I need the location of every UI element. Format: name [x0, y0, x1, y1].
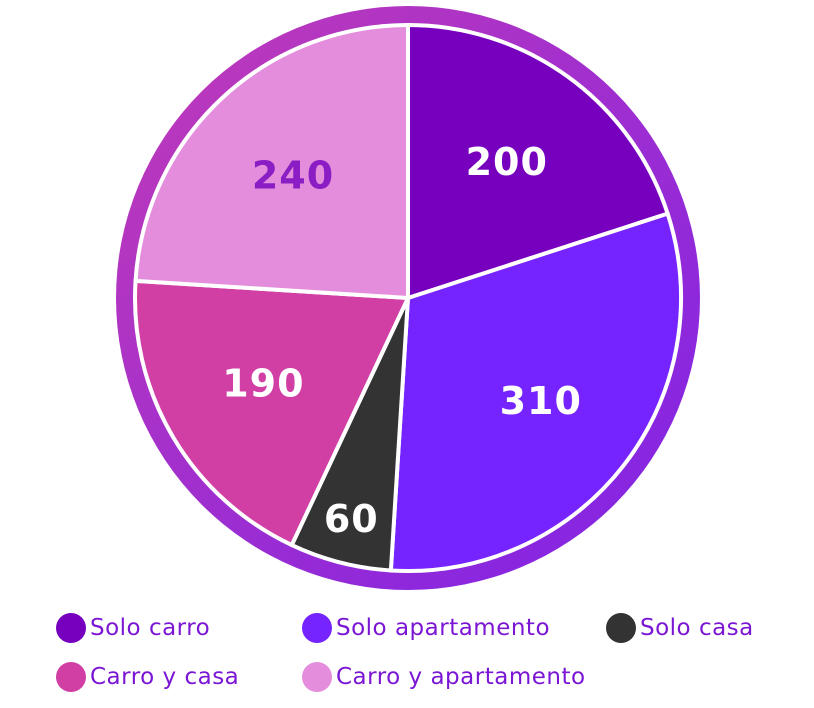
pie-slice-solo-carro [406, 23, 670, 300]
slice-label-carro-y-apartamento: 240 [252, 154, 334, 198]
slice-label-solo-carro: 200 [466, 140, 548, 184]
slice-label-solo-casa: 60 [324, 497, 379, 541]
pie-slice-carro-y-apartamento [133, 23, 410, 300]
pie-slice-carro-y-casa [133, 278, 410, 548]
slice-label-solo-apartamento: 310 [500, 379, 582, 423]
slice-label-carro-y-casa: 190 [222, 362, 304, 406]
pie-slice-solo-apartamento [388, 211, 683, 573]
